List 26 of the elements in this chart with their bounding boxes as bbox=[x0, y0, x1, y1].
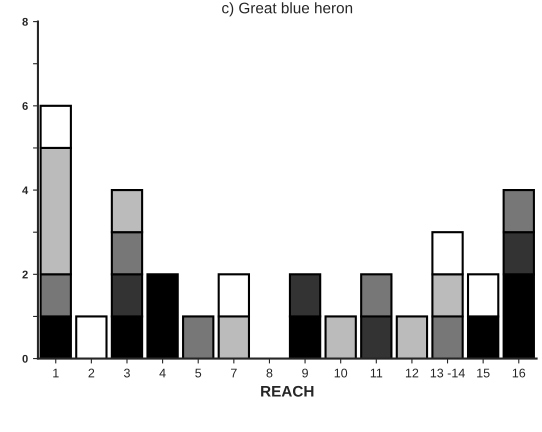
bar bbox=[396, 315, 428, 359]
x-tick-label: 8 bbox=[266, 368, 272, 378]
bar bbox=[146, 273, 179, 359]
y-tick-label: 2 bbox=[22, 270, 28, 278]
y-tick-label: 8 bbox=[22, 18, 28, 26]
x-tick-label: 11 bbox=[370, 368, 382, 378]
x-tick-label: 10 bbox=[334, 368, 348, 378]
bar bbox=[75, 315, 108, 359]
y-tick-label: 6 bbox=[22, 102, 28, 110]
bar bbox=[182, 315, 214, 359]
x-tick-label: 9 bbox=[302, 368, 308, 378]
y-tick-label: 0 bbox=[22, 354, 28, 363]
x-tick-label: 1 bbox=[53, 368, 59, 378]
bar bbox=[324, 315, 357, 359]
y-tick-label: 4 bbox=[22, 186, 28, 194]
x-tick-label: 3 bbox=[124, 368, 130, 378]
x-tick-label: 7 bbox=[231, 368, 237, 378]
x-tick-label: 2 bbox=[88, 368, 94, 378]
x-tick-label: 16 bbox=[512, 368, 526, 378]
x-axis-title: REACH bbox=[261, 386, 314, 397]
x-tick-label: 12 bbox=[406, 368, 418, 378]
x-tick-label: 13 -14 bbox=[430, 368, 465, 378]
x-tick-label: 5 bbox=[195, 368, 202, 378]
x-tick-label: 15 bbox=[477, 368, 490, 378]
x-tick-label: 4 bbox=[159, 368, 166, 378]
chart-title: c) Great blue heron bbox=[222, 2, 352, 16]
